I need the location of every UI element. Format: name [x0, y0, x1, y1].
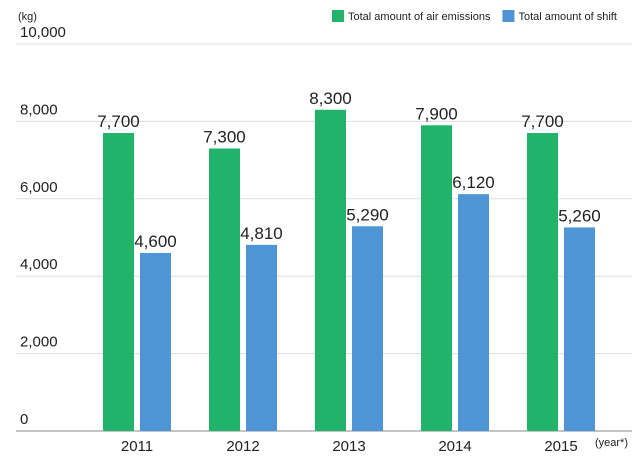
bar	[527, 133, 558, 431]
x-tick-label: 2015	[544, 438, 577, 455]
data-label: 6,120	[452, 173, 495, 192]
legend-swatch	[502, 10, 515, 22]
bar	[564, 227, 595, 431]
x-axis-label: (year*)	[595, 437, 628, 449]
data-label: 5,260	[558, 206, 601, 225]
bar	[421, 125, 452, 432]
bar	[315, 109, 346, 431]
y-axis-label: (kg)	[18, 11, 37, 23]
bar	[140, 252, 171, 431]
data-label: 4,600	[134, 232, 177, 251]
y-tick-label: 10,000	[20, 24, 66, 41]
data-label: 4,810	[240, 224, 283, 243]
y-tick-label: 0	[20, 411, 28, 428]
data-label: 5,290	[346, 205, 389, 224]
x-tick-label: 2011	[121, 438, 153, 455]
data-label: 7,900	[415, 104, 458, 123]
legend-label: Total amount of air emissions	[348, 11, 491, 23]
bar	[458, 194, 489, 431]
legend-swatch	[332, 10, 344, 22]
data-label: 7,300	[203, 127, 246, 146]
x-tick-label: 2013	[332, 438, 365, 455]
legend-label: Total amount of shift	[518, 11, 616, 23]
x-tick-label: 2014	[438, 438, 471, 455]
y-tick-label: 8,000	[20, 101, 58, 118]
y-tick-label: 4,000	[20, 256, 58, 273]
bar	[352, 226, 383, 431]
y-tick-label: 6,000	[20, 179, 58, 196]
bar	[246, 244, 277, 431]
data-label: 7,700	[97, 112, 140, 131]
bar	[103, 133, 134, 431]
y-tick-label: 2,000	[20, 334, 58, 351]
data-label: 7,700	[521, 112, 564, 131]
x-tick-label: 2012	[226, 438, 259, 455]
bar	[209, 148, 240, 432]
data-label: 8,300	[309, 89, 352, 108]
